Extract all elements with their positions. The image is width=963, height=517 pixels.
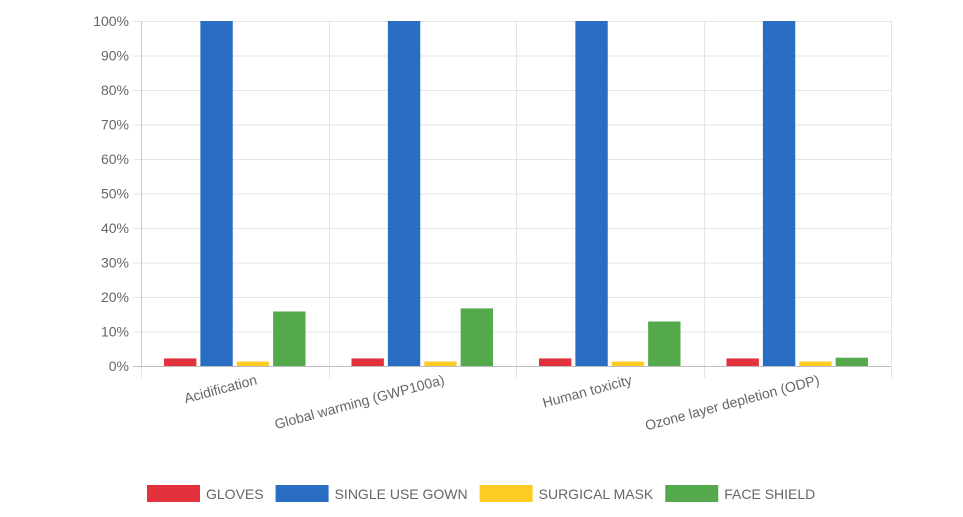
x-tick-label: Global warming (GWP100a) — [273, 371, 446, 432]
y-tick-label: 80% — [101, 82, 129, 98]
legend-item-single-use-gown[interactable]: SINGLE USE GOWN — [275, 485, 468, 502]
legend-item-face-shield[interactable]: FACE SHIELD — [665, 485, 815, 502]
legend-swatch — [665, 485, 719, 502]
bar-surgical-mask[interactable] — [424, 361, 457, 366]
legend-item-surgical-mask[interactable]: SURGICAL MASK — [479, 485, 654, 502]
bar-layer — [164, 21, 868, 366]
y-tick-label: 30% — [101, 255, 129, 271]
bar-gloves[interactable] — [164, 358, 197, 366]
bar-face-shield[interactable] — [460, 308, 493, 366]
y-tick-label: 10% — [101, 324, 129, 340]
bar-single-use-gown[interactable] — [762, 21, 796, 366]
bar-gloves[interactable] — [539, 358, 572, 366]
bar-single-use-gown[interactable] — [200, 21, 233, 366]
bar-single-use-gown[interactable] — [575, 21, 608, 366]
legend-swatch — [275, 485, 329, 502]
y-tick-label: 60% — [101, 151, 129, 167]
legend-label: FACE SHIELD — [724, 486, 815, 502]
y-tick-label: 20% — [101, 289, 129, 305]
y-tick-label: 100% — [93, 13, 129, 29]
legend-item-gloves[interactable]: GLOVES — [147, 485, 264, 502]
bar-surgical-mask[interactable] — [799, 361, 832, 366]
legend[interactable]: GLOVES SINGLE USE GOWN SURGICAL MASK FACE S… — [147, 485, 815, 502]
bar-face-shield[interactable] — [835, 357, 868, 366]
y-tick-label: 50% — [101, 186, 129, 202]
bar-face-shield[interactable] — [273, 311, 306, 366]
bar-surgical-mask[interactable] — [236, 361, 270, 366]
legend-swatch — [479, 485, 533, 502]
axis-layer — [141, 21, 891, 367]
legend-label: GLOVES — [206, 486, 264, 502]
bar-gloves[interactable] — [351, 358, 384, 366]
bar-face-shield[interactable] — [648, 321, 681, 366]
bar-single-use-gown[interactable] — [387, 21, 421, 366]
y-tick-label: 0% — [109, 358, 129, 374]
y-tick-label: 40% — [101, 220, 129, 236]
x-tick-label: Human toxicity — [541, 371, 634, 410]
bar-gloves[interactable] — [726, 358, 759, 366]
x-tick-label: Acidification — [182, 371, 258, 406]
bar-surgical-mask[interactable] — [611, 361, 645, 366]
legend-swatch — [147, 485, 200, 502]
y-tick-label: 90% — [101, 48, 129, 64]
y-tick-label: 70% — [101, 117, 129, 133]
legend-label: SINGLE USE GOWN — [335, 486, 468, 502]
legend-label: SURGICAL MASK — [539, 486, 654, 502]
x-tick-label: Ozone layer depletion (ODP) — [643, 371, 821, 433]
